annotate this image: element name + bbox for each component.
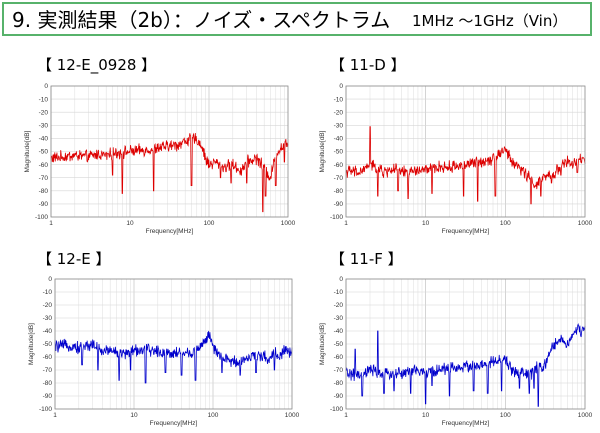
y-tick-label: -90 — [334, 393, 344, 400]
spectrum-trace — [50, 132, 289, 213]
y-tick-label: -20 — [334, 109, 344, 116]
y-tick-label: -30 — [334, 315, 344, 322]
plot-frame — [345, 85, 586, 218]
y-tick-label: -90 — [39, 201, 49, 208]
x-tick-label: 10 — [422, 220, 430, 227]
x-tick-label: 1000 — [578, 220, 593, 227]
y-tick-label: -90 — [43, 393, 53, 400]
x-tick-label: 1000 — [285, 412, 300, 419]
y-tick-label: -90 — [334, 201, 344, 208]
x-axis-label: Frequency[MHz] — [442, 420, 490, 427]
y-tick-label: -70 — [334, 367, 344, 374]
y-tick-label: -80 — [334, 380, 344, 387]
y-axis-label: Magnitude[dB] — [319, 130, 326, 172]
y-tick-label: -10 — [334, 289, 344, 296]
title-banner: 9. 実測結果（2b）：ノイズ・スペクトラム 1MHz ～1GHz（Vin） — [2, 2, 592, 36]
x-tick-label: 100 — [500, 412, 511, 419]
panel-label-11-F: 【 11-F 】 — [330, 250, 403, 268]
y-tick-label: -20 — [334, 302, 344, 309]
y-tick-label: -70 — [334, 175, 344, 182]
panel-label-11-D: 【 11-D 】 — [330, 56, 406, 74]
spectrum-trace — [345, 322, 586, 407]
y-tick-label: -20 — [39, 109, 49, 116]
panel-label-12-E-0928: 【 12-E_0928 】 — [37, 56, 157, 74]
x-tick-label: 1 — [344, 220, 348, 227]
plot-frame — [345, 278, 586, 410]
y-tick-label: -40 — [39, 136, 49, 143]
y-tick-label: -40 — [334, 328, 344, 335]
y-tick-label: -50 — [334, 341, 344, 348]
y-tick-label: 0 — [44, 83, 48, 90]
x-tick-label: 10 — [126, 220, 134, 227]
plot-frame — [50, 85, 289, 218]
x-tick-label: 1000 — [578, 412, 593, 419]
x-tick-label: 10 — [130, 412, 138, 419]
y-tick-label: -50 — [39, 149, 49, 156]
y-tick-label: -100 — [330, 214, 343, 221]
y-tick-label: -60 — [43, 354, 53, 361]
slide-title: 9. 実測結果（2b）：ノイズ・スペクトラム — [12, 8, 391, 32]
spectrum-trace — [54, 330, 293, 384]
y-tick-label: -30 — [39, 123, 49, 130]
plot-frame — [54, 278, 293, 410]
y-axis-label: Magnitude[dB] — [319, 323, 326, 365]
y-tick-label: -10 — [39, 96, 49, 103]
x-axis-label: Frequency[MHz] — [146, 228, 194, 235]
y-tick-label: -50 — [334, 149, 344, 156]
x-tick-label: 100 — [208, 412, 219, 419]
y-tick-label: -70 — [43, 367, 53, 374]
y-tick-label: 0 — [339, 276, 343, 283]
y-tick-label: -30 — [334, 123, 344, 130]
y-tick-label: -10 — [43, 289, 53, 296]
y-tick-label: -30 — [43, 315, 53, 322]
x-tick-label: 1 — [53, 412, 57, 419]
y-tick-label: -70 — [39, 175, 49, 182]
y-tick-label: 0 — [339, 83, 343, 90]
x-tick-label: 10 — [422, 412, 430, 419]
x-tick-label: 1 — [49, 220, 53, 227]
y-tick-label: -60 — [334, 162, 344, 169]
y-tick-label: -40 — [334, 136, 344, 143]
y-tick-label: -80 — [43, 380, 53, 387]
panel-label-12-E: 【 12-E 】 — [37, 250, 111, 268]
y-tick-label: -20 — [43, 302, 53, 309]
x-tick-label: 1000 — [281, 220, 296, 227]
x-tick-label: 100 — [204, 220, 215, 227]
y-axis-label: Magnitude[dB] — [28, 323, 35, 365]
y-axis-label: Magnitude[dB] — [24, 130, 31, 172]
slide-subtitle: 1MHz ～1GHz（Vin） — [412, 12, 568, 30]
y-tick-label: -60 — [334, 354, 344, 361]
x-tick-label: 100 — [500, 220, 511, 227]
x-tick-label: 1 — [344, 412, 348, 419]
x-axis-label: Frequency[MHz] — [150, 420, 198, 427]
y-tick-label: 0 — [48, 276, 52, 283]
y-tick-label: -100 — [330, 406, 343, 413]
y-tick-label: -50 — [43, 341, 53, 348]
y-tick-label: -80 — [334, 188, 344, 195]
y-tick-label: -10 — [334, 96, 344, 103]
y-tick-label: -100 — [39, 406, 52, 413]
y-tick-label: -100 — [35, 214, 48, 221]
y-tick-label: -80 — [39, 188, 49, 195]
x-axis-label: Frequency[MHz] — [442, 228, 490, 235]
spectrum-trace — [345, 126, 586, 205]
y-tick-label: -60 — [39, 162, 49, 169]
y-tick-label: -40 — [43, 328, 53, 335]
